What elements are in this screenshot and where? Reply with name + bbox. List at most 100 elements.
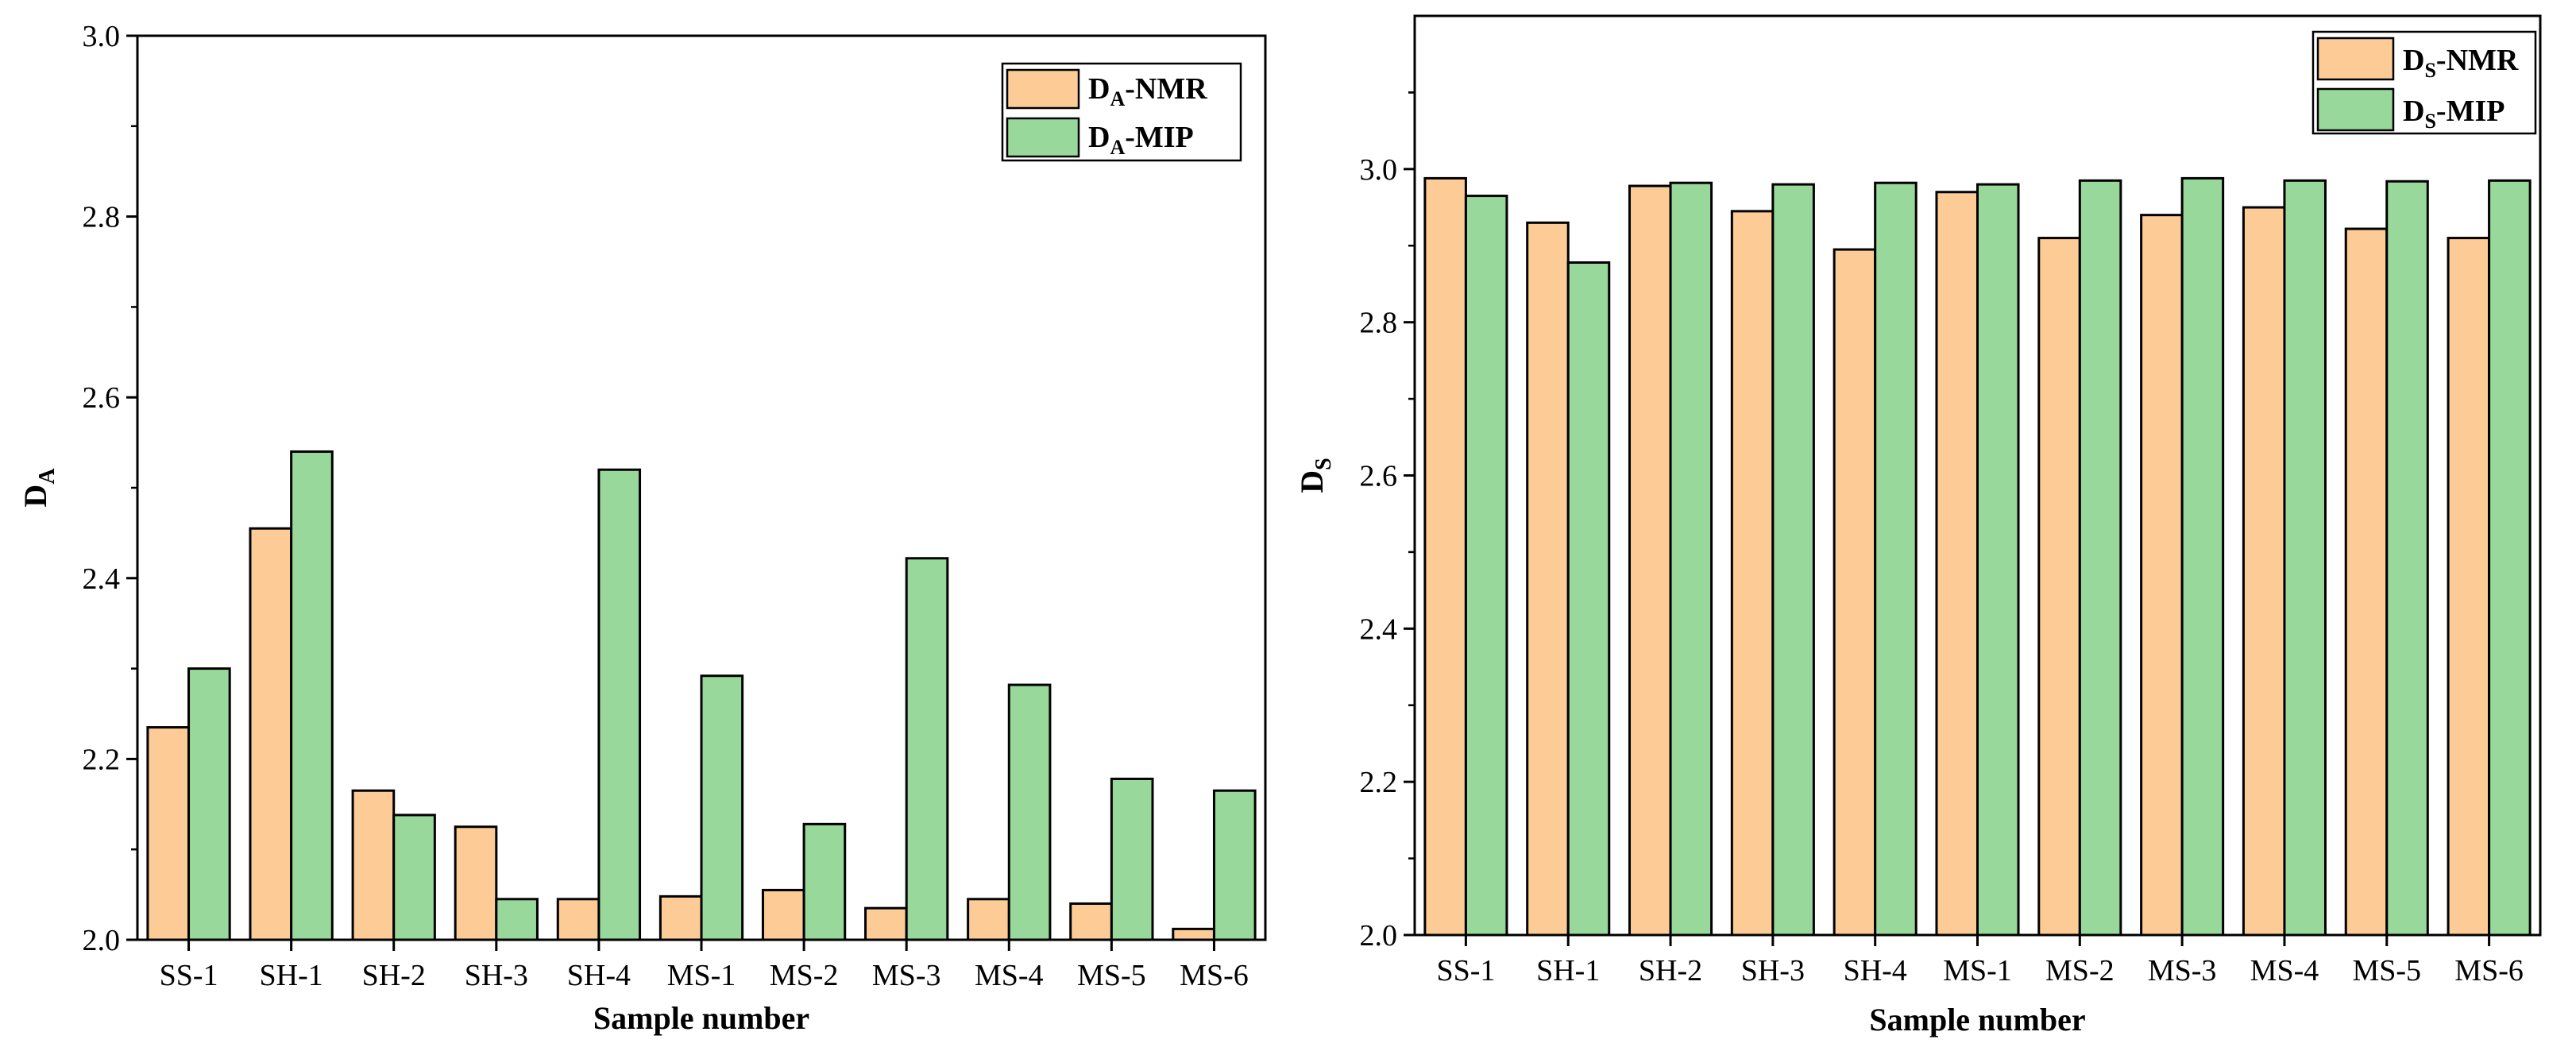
x-tick-label: MS-4: [975, 959, 1044, 992]
x-tick-label: SH-4: [567, 959, 631, 992]
bar-da-nmr-ss-1: [146, 726, 191, 941]
bar-ds-mip-ms-5: [2385, 180, 2429, 937]
x-tick-label: MS-1: [667, 959, 736, 992]
bar-da-mip-ms-5: [1110, 777, 1154, 941]
legend-label-rest: -MIP: [1125, 121, 1194, 154]
bar-ds-nmr-sh-3: [1730, 210, 1775, 937]
bar-da-mip-ms-6: [1212, 789, 1257, 941]
y-tick-label: 2.2: [83, 743, 121, 776]
legend-swatch-ds-mip: [2316, 87, 2395, 132]
bar-ds-mip-ms-1: [1976, 183, 2020, 937]
bar-da-nmr-sh-2: [351, 789, 396, 941]
y-axis-title: DS: [1294, 458, 1336, 493]
legend-label-subscript: S: [2424, 59, 2435, 82]
y-tick-label: 2.6: [83, 381, 121, 415]
y-tick-label: 2.8: [83, 201, 121, 234]
x-tick-label: SH-3: [465, 959, 528, 992]
bar-da-nmr-sh-1: [249, 527, 293, 941]
y-axis-title-main: D: [1294, 470, 1330, 493]
legend-label-rest: -MIP: [2436, 95, 2505, 128]
bar-ds-mip-sh-2: [1669, 181, 1713, 937]
bar-ds-nmr-sh-1: [1526, 221, 1570, 937]
legend-label-da-nmr: DA-NMR: [1088, 72, 1207, 110]
y-tick-label: 3.0: [1360, 153, 1398, 187]
y-tick-label: 2.0: [83, 924, 121, 957]
legend-label-da-mip: DA-MIP: [1088, 121, 1194, 159]
x-tick-label: SH-2: [1639, 954, 1702, 987]
bar-ds-mip-ms-2: [2078, 179, 2122, 937]
legend-label-ds-mip: DS-MIP: [2403, 95, 2505, 133]
bar-da-mip-ms-2: [802, 822, 847, 941]
legend-swatch-da-mip: [1006, 117, 1080, 158]
bar-ds-nmr-ms-6: [2447, 237, 2491, 937]
x-tick-label: SH-1: [260, 959, 323, 992]
legend-label-main: D: [1088, 121, 1110, 154]
bar-da-mip-ms-4: [1007, 683, 1052, 941]
bar-ds-mip-sh-3: [1771, 183, 1815, 937]
x-tick-label: SS-1: [160, 959, 218, 992]
y-tick-label: 2.2: [1360, 766, 1398, 799]
x-tick-label: SH-2: [362, 959, 426, 992]
x-tick-label: MS-4: [2250, 954, 2319, 987]
bar-da-mip-ss-1: [187, 667, 231, 941]
legend-label-main: D: [2403, 95, 2424, 128]
bar-ds-mip-ms-4: [2283, 179, 2327, 937]
legend-label-rest: -NMR: [1125, 72, 1207, 106]
bar-da-nmr-sh-4: [556, 898, 601, 941]
bar-ds-mip-ss-1: [1464, 195, 1508, 937]
legend-swatch-da-nmr: [1006, 68, 1080, 110]
bar-ds-nmr-ms-3: [2140, 214, 2184, 937]
y-axis-title-main: D: [17, 485, 53, 508]
bar-ds-mip-ms-6: [2488, 179, 2532, 937]
bar-da-mip-sh-1: [290, 450, 334, 941]
bar-da-nmr-ms-4: [967, 898, 1010, 941]
legend-label-rest: -NMR: [2436, 44, 2519, 77]
bar-da-nmr-ms-1: [658, 895, 703, 941]
bar-da-mip-ms-3: [905, 557, 949, 941]
y-tick-label: 2.4: [83, 562, 121, 596]
x-tick-label: MS-3: [872, 959, 941, 992]
bar-ds-mip-ms-3: [2180, 176, 2225, 937]
y-tick-label: 2.6: [1360, 460, 1398, 493]
legend-label-main: D: [2403, 44, 2424, 77]
x-tick-label: MS-5: [1077, 959, 1146, 992]
legend-label-subscript: A: [1110, 136, 1125, 159]
bar-ds-nmr-ms-5: [2344, 227, 2389, 937]
bar-ds-nmr-ms-1: [1935, 191, 1979, 937]
x-tick-label: MS-3: [2148, 954, 2217, 987]
x-tick-label: SH-1: [1536, 954, 1600, 987]
x-tick-label: SH-3: [1741, 954, 1805, 987]
y-axis-title: DA: [17, 468, 60, 508]
bar-ds-nmr-ms-2: [2037, 237, 2081, 937]
bar-da-nmr-ms-2: [761, 888, 805, 941]
x-tick-label: MS-6: [1180, 959, 1249, 992]
bar-ds-nmr-ms-4: [2242, 206, 2286, 937]
y-axis-title-subscript: S: [1311, 458, 1336, 470]
y-tick-label: 2.0: [1360, 919, 1398, 952]
bar-da-mip-sh-4: [597, 468, 642, 941]
bar-ds-mip-sh-1: [1566, 261, 1611, 937]
bar-da-nmr-ms-6: [1172, 927, 1215, 941]
x-axis-title: Sample number: [1869, 1002, 2085, 1037]
x-tick-label: SS-1: [1436, 954, 1495, 987]
bar-da-nmr-ms-3: [864, 906, 908, 941]
bar-da-mip-sh-2: [392, 813, 436, 941]
y-tick-label: 2.8: [1360, 307, 1398, 340]
legend-label-main: D: [1088, 72, 1110, 106]
bar-ds-nmr-sh-2: [1628, 184, 1672, 937]
legend-swatch-ds-nmr: [2316, 37, 2395, 81]
bar-ds-nmr-sh-4: [1833, 248, 1877, 937]
chart-ds: 2.0 2.2 2.4 2.6 2.8 3.0 SS-1 SH-1 SH-2 SH-3 SH-4 MS…: [1294, 14, 2542, 1037]
x-tick-label: MS-5: [2352, 954, 2421, 987]
bar-ds-mip-sh-4: [1874, 181, 1918, 937]
y-tick-label: 3.0: [83, 20, 121, 53]
bar-ds-nmr-ss-1: [1423, 176, 1467, 937]
legend-label-ds-nmr: DS-NMR: [2403, 44, 2519, 82]
x-tick-label: MS-2: [770, 959, 839, 992]
x-tick-label: MS-6: [2454, 954, 2524, 987]
x-tick-label: SH-4: [1844, 954, 1907, 987]
legend-label-subscript: S: [2424, 110, 2435, 133]
